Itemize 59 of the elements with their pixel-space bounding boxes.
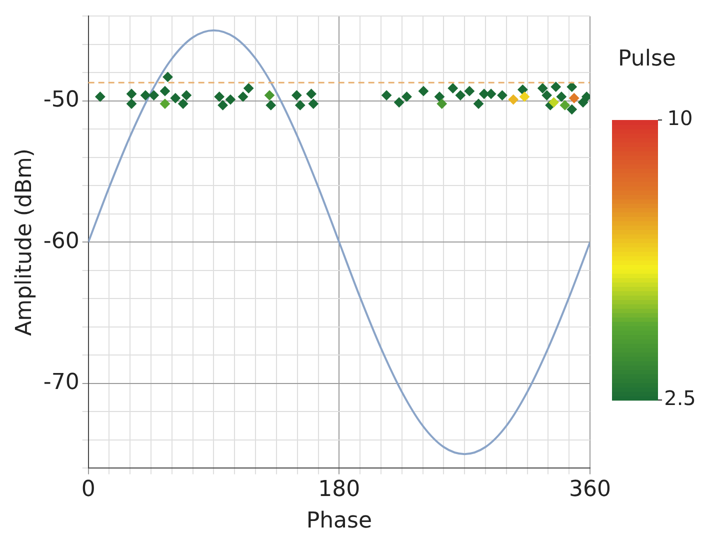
point bbox=[479, 88, 490, 99]
color-bar-label: 10 bbox=[667, 106, 693, 130]
x-axis-title: Phase bbox=[306, 508, 372, 534]
point bbox=[238, 92, 248, 102]
point bbox=[508, 94, 518, 105]
point bbox=[455, 90, 466, 100]
point bbox=[520, 92, 530, 102]
x-tick-label: 0 bbox=[81, 477, 96, 502]
point bbox=[148, 90, 159, 100]
point bbox=[162, 72, 173, 82]
point bbox=[464, 86, 474, 96]
point bbox=[382, 90, 392, 100]
y-tick-label: -60 bbox=[43, 228, 80, 254]
point bbox=[292, 90, 302, 100]
point bbox=[95, 92, 106, 102]
point bbox=[518, 84, 528, 95]
point bbox=[308, 98, 318, 109]
point bbox=[448, 83, 458, 94]
point bbox=[497, 90, 508, 100]
point bbox=[178, 98, 188, 109]
point bbox=[550, 82, 561, 92]
point bbox=[434, 92, 444, 102]
y-tick-label: -50 bbox=[43, 88, 80, 113]
point bbox=[436, 98, 447, 109]
point bbox=[578, 97, 588, 108]
point bbox=[418, 86, 428, 96]
point bbox=[569, 93, 580, 104]
point bbox=[556, 92, 566, 102]
point bbox=[306, 88, 316, 99]
point bbox=[295, 100, 306, 110]
point bbox=[402, 92, 412, 102]
color-bar-title: Pulse bbox=[618, 46, 676, 72]
point bbox=[266, 100, 276, 110]
point bbox=[394, 97, 404, 108]
y-axis-title: Amplitude (dBm) bbox=[12, 148, 37, 336]
x-tick-label: 180 bbox=[318, 477, 360, 502]
point bbox=[126, 98, 137, 109]
point bbox=[538, 83, 548, 94]
point bbox=[140, 90, 150, 100]
point bbox=[218, 100, 228, 110]
point bbox=[170, 93, 180, 104]
point bbox=[214, 92, 224, 102]
point bbox=[548, 97, 559, 108]
point bbox=[160, 86, 170, 96]
point bbox=[542, 90, 552, 100]
point bbox=[225, 94, 236, 105]
point bbox=[566, 104, 577, 114]
point bbox=[264, 90, 274, 100]
point bbox=[486, 88, 496, 99]
point bbox=[560, 100, 570, 110]
y-tick-label: -70 bbox=[43, 370, 80, 396]
x-tick-label: 360 bbox=[569, 477, 611, 502]
point bbox=[126, 88, 137, 99]
color-bar-label: 2.5 bbox=[664, 386, 696, 410]
point bbox=[160, 98, 170, 109]
point bbox=[244, 83, 254, 94]
point bbox=[566, 82, 577, 92]
point bbox=[474, 98, 484, 109]
point bbox=[181, 90, 192, 100]
